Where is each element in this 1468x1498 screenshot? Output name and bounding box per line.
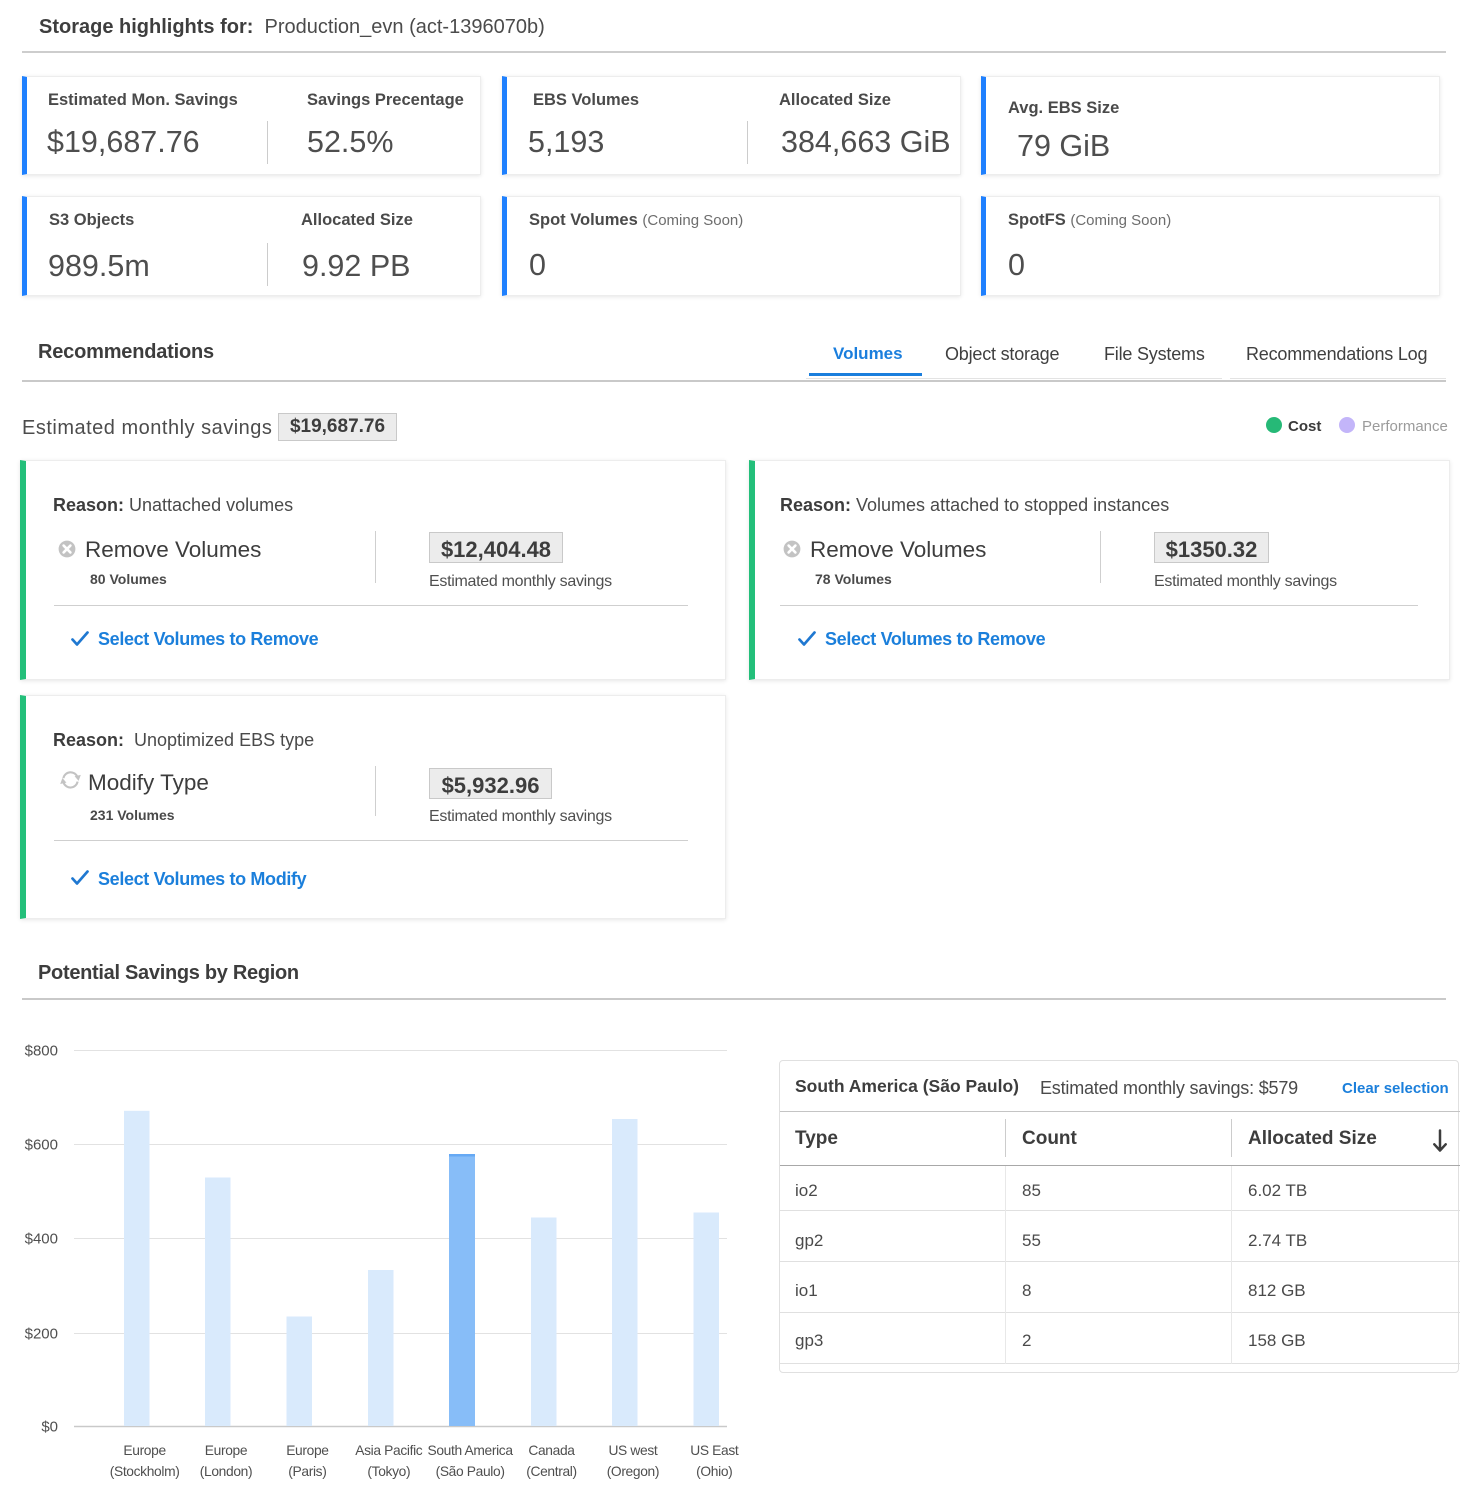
svg-text:(São Paulo): (São Paulo) (436, 1464, 505, 1479)
svg-text:$0: $0 (41, 1419, 58, 1436)
svg-text:(London): (London) (200, 1464, 252, 1479)
svg-text:Europe: Europe (205, 1443, 248, 1458)
svg-text:(Paris): (Paris) (288, 1464, 326, 1479)
svg-text:US west: US west (608, 1443, 657, 1458)
svg-text:(Tokyo): (Tokyo) (367, 1464, 410, 1479)
svg-text:(Oregon): (Oregon) (607, 1464, 659, 1479)
svg-text:Europe: Europe (286, 1443, 329, 1458)
svg-text:(Stockholm): (Stockholm) (110, 1464, 180, 1479)
svg-text:Asia Pacific: Asia Pacific (355, 1443, 423, 1458)
svg-text:US East: US East (690, 1443, 739, 1458)
svg-text:Canada: Canada (528, 1443, 575, 1458)
svg-text:$800: $800 (25, 1043, 58, 1060)
svg-text:$400: $400 (25, 1231, 58, 1248)
svg-text:(Central): (Central) (526, 1464, 577, 1479)
svg-text:$200: $200 (25, 1326, 58, 1343)
svg-text:$600: $600 (25, 1137, 58, 1154)
svg-text:Europe: Europe (123, 1443, 166, 1458)
svg-text:South America: South America (428, 1443, 514, 1458)
svg-text:(Ohio): (Ohio) (696, 1464, 732, 1479)
